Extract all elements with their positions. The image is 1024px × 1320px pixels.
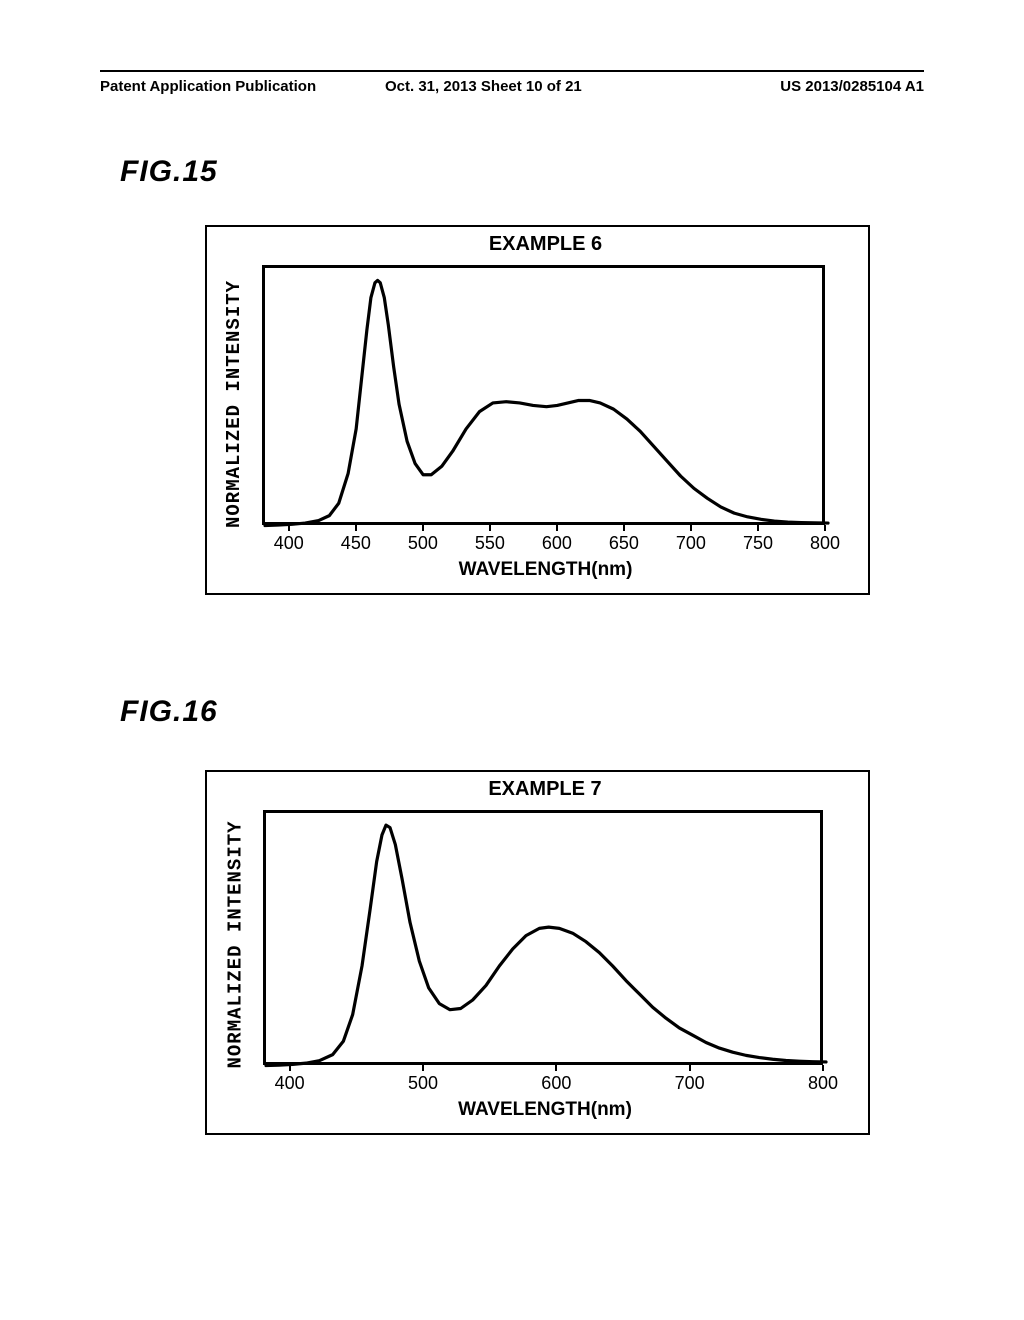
x-tick [355,525,357,531]
figure16-curve [266,813,826,1068]
figure15-curve [265,268,828,528]
figure16-xlabel: WAVELENGTH(nm) [265,1099,825,1121]
x-tick-label: 450 [341,533,371,554]
header-rule [100,70,924,72]
header-publication: Patent Application Publication [100,78,316,95]
x-tick-label: 650 [609,533,639,554]
x-tick [689,1065,691,1071]
x-tick [757,525,759,531]
x-tick [556,525,558,531]
x-tick [824,525,826,531]
x-tick-label: 500 [408,1073,438,1094]
figure-label-16: FIG.16 [120,695,218,729]
x-tick-label: 400 [275,1073,305,1094]
x-tick-label: 500 [408,533,438,554]
x-tick [288,525,290,531]
x-tick [623,525,625,531]
x-tick-label: 700 [676,533,706,554]
header-date-sheet: Oct. 31, 2013 Sheet 10 of 21 [385,78,582,95]
figure15-title: EXAMPLE 6 [264,233,827,256]
x-tick-label: 700 [675,1073,705,1094]
x-tick-label: 550 [475,533,505,554]
x-tick [422,1065,424,1071]
x-tick-label: 750 [743,533,773,554]
figure16-title: EXAMPLE 7 [265,778,825,801]
x-tick [422,525,424,531]
figure-label-15: FIG.15 [120,155,218,189]
x-tick [489,525,491,531]
x-tick-label: 400 [274,533,304,554]
spectrum-curve [266,825,826,1065]
x-tick-label: 600 [542,533,572,554]
x-tick-label: 600 [541,1073,571,1094]
figure15-ylabel: NORMALIZED INTENSITY [223,268,245,528]
spectrum-curve [265,280,828,525]
figure16-ylabel: NORMALIZED INTENSITY [224,813,246,1068]
x-tick [289,1065,291,1071]
figure16-plot-area [263,810,823,1065]
x-tick [822,1065,824,1071]
x-tick [555,1065,557,1071]
figure15-xlabel: WAVELENGTH(nm) [264,559,827,581]
x-tick-label: 800 [808,1073,838,1094]
header-pubnumber: US 2013/0285104 A1 [780,78,924,95]
x-tick-label: 800 [810,533,840,554]
x-tick [690,525,692,531]
figure15-plot-area [262,265,825,525]
